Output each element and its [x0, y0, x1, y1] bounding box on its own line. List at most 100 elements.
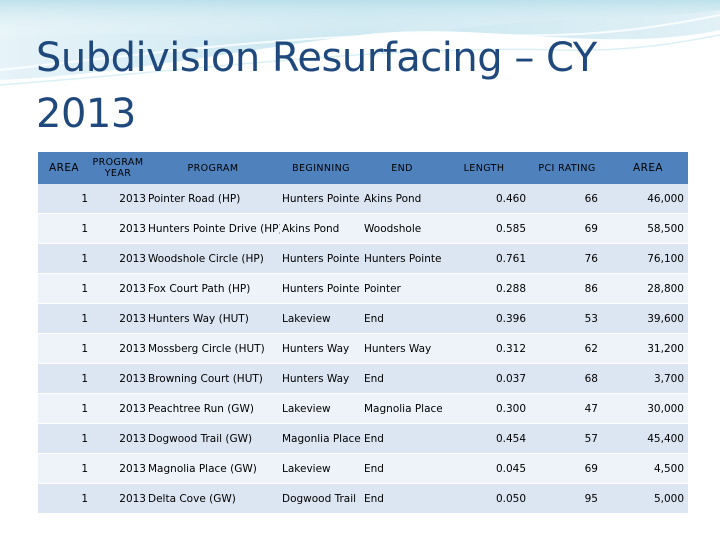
cell-pci: 66 [526, 184, 608, 214]
cell-end: Hunters Way [362, 334, 442, 364]
cell-year: 2013 [90, 274, 146, 304]
cell-end: End [362, 304, 442, 334]
table-row: 1 2013 Woodshole Circle (HP) Hunters Poi… [38, 244, 688, 274]
cell-pci: 57 [526, 424, 608, 454]
cell-area-sqft: 39,600 [608, 304, 688, 334]
cell-area: 1 [38, 274, 90, 304]
cell-area: 1 [38, 454, 90, 484]
header-area-sqft: AREA [608, 152, 688, 184]
cell-program: Mossberg Circle (HUT) [146, 334, 280, 364]
cell-area-sqft: 31,200 [608, 334, 688, 364]
cell-year: 2013 [90, 304, 146, 334]
cell-program: Hunters Pointe Drive (HP) [146, 214, 280, 244]
cell-program: Hunters Way (HUT) [146, 304, 280, 334]
cell-pci: 69 [526, 454, 608, 484]
cell-length: 0.050 [442, 484, 526, 514]
cell-beginning: Lakeview [280, 394, 362, 424]
header-program-year: PROGRAM YEAR [90, 152, 146, 184]
cell-pci: 95 [526, 484, 608, 514]
cell-area: 1 [38, 394, 90, 424]
table-row: 1 2013 Mossberg Circle (HUT) Hunters Way… [38, 334, 688, 364]
cell-length: 0.045 [442, 454, 526, 484]
header-area: AREA [38, 152, 90, 184]
table-row: 1 2013 Magnolia Place (GW) Lakeview End … [38, 454, 688, 484]
cell-area: 1 [38, 334, 90, 364]
cell-area-sqft: 45,400 [608, 424, 688, 454]
cell-program: Magnolia Place (GW) [146, 454, 280, 484]
table-row: 1 2013 Peachtree Run (GW) Lakeview Magno… [38, 394, 688, 424]
cell-end: Akins Pond [362, 184, 442, 214]
table-row: 1 2013 Fox Court Path (HP) Hunters Point… [38, 274, 688, 304]
cell-length: 0.037 [442, 364, 526, 394]
cell-year: 2013 [90, 484, 146, 514]
cell-area: 1 [38, 244, 90, 274]
cell-year: 2013 [90, 364, 146, 394]
cell-program: Fox Court Path (HP) [146, 274, 280, 304]
cell-year: 2013 [90, 214, 146, 244]
cell-area: 1 [38, 364, 90, 394]
table-row: 1 2013 Delta Cove (GW) Dogwood Trail End… [38, 484, 688, 514]
header-length: LENGTH [442, 152, 526, 184]
cell-program: Dogwood Trail (GW) [146, 424, 280, 454]
cell-beginning: Magonlia Place [280, 424, 362, 454]
cell-area: 1 [38, 484, 90, 514]
table-row: 1 2013 Hunters Way (HUT) Lakeview End 0.… [38, 304, 688, 334]
cell-year: 2013 [90, 244, 146, 274]
cell-area-sqft: 3,700 [608, 364, 688, 394]
cell-program: Peachtree Run (GW) [146, 394, 280, 424]
cell-area: 1 [38, 304, 90, 334]
cell-length: 0.312 [442, 334, 526, 364]
cell-length: 0.396 [442, 304, 526, 334]
cell-pci: 62 [526, 334, 608, 364]
header-beginning: BEGINNING [280, 152, 362, 184]
header-pci-rating: PCI RATING [526, 152, 608, 184]
header-end: END [362, 152, 442, 184]
resurfacing-table: AREA PROGRAM YEAR PROGRAM BEGINNING END … [38, 152, 688, 514]
cell-pci: 86 [526, 274, 608, 304]
cell-length: 0.761 [442, 244, 526, 274]
cell-year: 2013 [90, 334, 146, 364]
cell-area: 1 [38, 184, 90, 214]
cell-program: Browning Court (HUT) [146, 364, 280, 394]
cell-program: Woodshole Circle (HP) [146, 244, 280, 274]
cell-beginning: Akins Pond [280, 214, 362, 244]
cell-pci: 53 [526, 304, 608, 334]
cell-year: 2013 [90, 424, 146, 454]
cell-beginning: Hunters Way [280, 364, 362, 394]
cell-beginning: Hunters Pointe [280, 244, 362, 274]
cell-area-sqft: 30,000 [608, 394, 688, 424]
table-header-row: AREA PROGRAM YEAR PROGRAM BEGINNING END … [38, 152, 688, 184]
cell-area: 1 [38, 424, 90, 454]
cell-area-sqft: 76,100 [608, 244, 688, 274]
cell-length: 0.585 [442, 214, 526, 244]
cell-end: Hunters Pointe [362, 244, 442, 274]
cell-program: Delta Cove (GW) [146, 484, 280, 514]
cell-year: 2013 [90, 394, 146, 424]
cell-beginning: Hunters Pointe [280, 184, 362, 214]
resurfacing-table-container: AREA PROGRAM YEAR PROGRAM BEGINNING END … [38, 152, 688, 514]
cell-beginning: Hunters Pointe [280, 274, 362, 304]
cell-pci: 68 [526, 364, 608, 394]
cell-area-sqft: 46,000 [608, 184, 688, 214]
cell-pci: 76 [526, 244, 608, 274]
cell-end: End [362, 364, 442, 394]
cell-end: End [362, 454, 442, 484]
cell-end: Magnolia Place [362, 394, 442, 424]
table-row: 1 2013 Browning Court (HUT) Hunters Way … [38, 364, 688, 394]
cell-pci: 47 [526, 394, 608, 424]
cell-area: 1 [38, 214, 90, 244]
cell-beginning: Dogwood Trail [280, 484, 362, 514]
table-row: 1 2013 Dogwood Trail (GW) Magonlia Place… [38, 424, 688, 454]
cell-length: 0.460 [442, 184, 526, 214]
table-row: 1 2013 Pointer Road (HP) Hunters Pointe … [38, 184, 688, 214]
cell-area-sqft: 4,500 [608, 454, 688, 484]
cell-length: 0.300 [442, 394, 526, 424]
cell-year: 2013 [90, 184, 146, 214]
cell-beginning: Hunters Way [280, 334, 362, 364]
cell-program: Pointer Road (HP) [146, 184, 280, 214]
cell-end: End [362, 484, 442, 514]
cell-area-sqft: 58,500 [608, 214, 688, 244]
cell-beginning: Lakeview [280, 454, 362, 484]
cell-area-sqft: 5,000 [608, 484, 688, 514]
wave-background [0, 0, 720, 86]
